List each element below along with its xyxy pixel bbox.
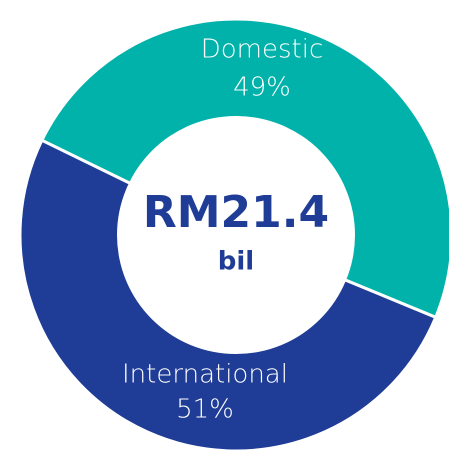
donut-hole bbox=[117, 116, 355, 354]
center-total: RM21.4 bbox=[143, 187, 329, 238]
slice-category: International bbox=[122, 360, 288, 390]
center-unit: bil bbox=[218, 247, 254, 277]
slice-value: 49% bbox=[233, 73, 291, 103]
slice-category: Domestic bbox=[201, 35, 324, 65]
slice-value: 51% bbox=[176, 395, 234, 425]
